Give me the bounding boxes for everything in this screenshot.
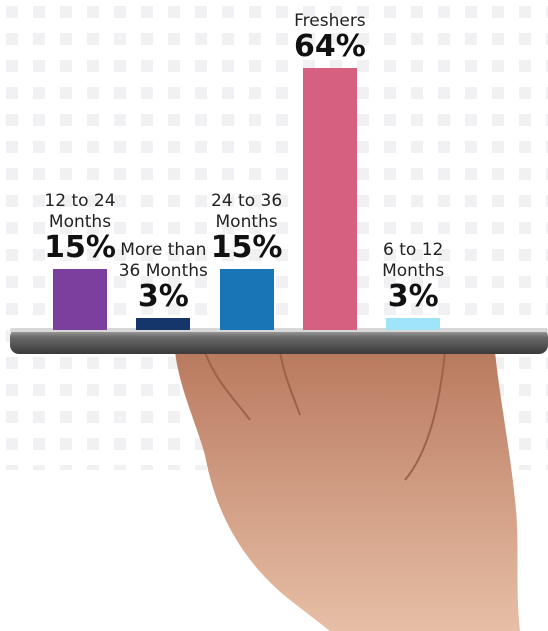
value-label: 3% <box>137 278 189 314</box>
category-label: 6 to 12 Months <box>382 240 445 281</box>
bar <box>219 268 274 330</box>
value-label: 15% <box>210 229 283 265</box>
value-label: 64% <box>293 29 366 64</box>
value-label: 3% <box>387 278 439 314</box>
bar <box>386 317 441 330</box>
bar <box>53 268 107 330</box>
bar <box>136 317 191 330</box>
hand <box>175 352 520 631</box>
tablet <box>10 328 548 354</box>
bar <box>302 68 357 330</box>
hand-detail <box>204 351 446 481</box>
category-label: 24 to 36 Months <box>211 191 283 232</box>
value-label: 15% <box>44 229 116 265</box>
category-label: More than 36 Months <box>118 240 208 281</box>
category-label: Freshers <box>294 11 366 31</box>
category-label: 12 to 24 Months <box>44 191 116 232</box>
